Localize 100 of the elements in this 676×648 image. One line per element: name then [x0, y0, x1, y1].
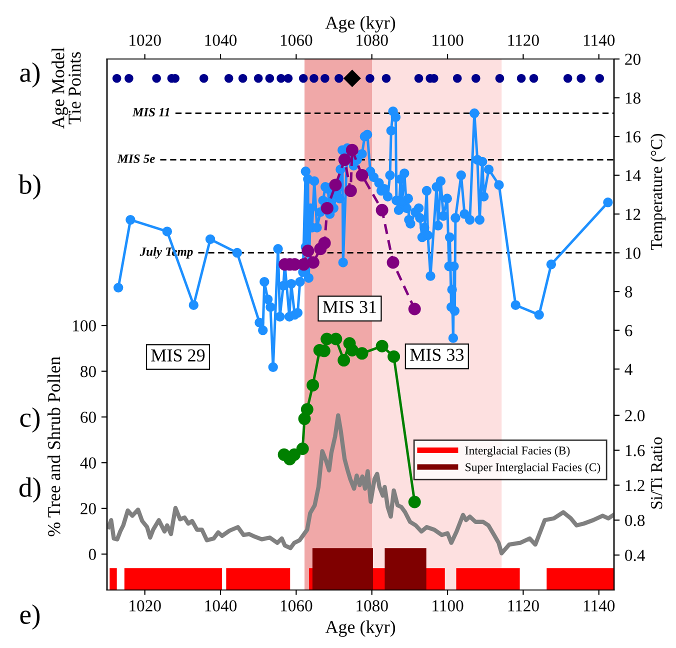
legend-label: Super Interglacial Facies (C): [466, 462, 600, 474]
y-tick-label: 60: [80, 412, 96, 423]
text: d): [19, 477, 40, 503]
y-axis-title: % Tree and Shrub Pollen: [48, 356, 60, 536]
point: [320, 202, 334, 214]
point: [310, 74, 318, 83]
point: [318, 236, 331, 250]
x2-tick-label: 1040: [205, 34, 237, 46]
x2-tick-label: 1100: [432, 34, 464, 46]
x-tick-label: 1120: [508, 600, 539, 612]
text: c): [20, 407, 40, 433]
y2-tick-label: 20: [625, 54, 640, 65]
x2-axis-title: Age (kyr): [325, 16, 396, 33]
point: [595, 74, 604, 83]
x2-tick-label: 1060: [280, 34, 312, 46]
point: [472, 74, 480, 83]
point: [414, 74, 424, 83]
legend-label: Interglacial Facies (B): [465, 446, 570, 457]
point: [356, 347, 368, 360]
y2-tick-label: 10: [626, 247, 640, 259]
point: [408, 302, 421, 316]
point: [152, 74, 161, 83]
y-tick-label: 20: [80, 503, 96, 514]
y2-tick-label: 14: [626, 170, 641, 182]
x2-tick-label: 1080: [356, 34, 388, 46]
point: [576, 74, 586, 83]
point: [376, 204, 388, 216]
point: [346, 144, 358, 156]
point: [296, 442, 309, 455]
x2-tick-label: 1020: [130, 34, 161, 46]
y-tick-label: 80: [80, 366, 96, 378]
x-tick-label: 1020: [130, 600, 161, 612]
point: [408, 496, 421, 508]
text: a): [20, 62, 40, 88]
ref-line-label: MIS 5e: [117, 154, 155, 163]
y2-tick-label: 4: [624, 364, 632, 375]
point: [329, 178, 342, 192]
point: [254, 74, 263, 83]
point: [343, 70, 361, 88]
band-label: MIS 31: [322, 300, 376, 314]
point: [346, 344, 358, 356]
point: [320, 74, 330, 83]
point: [452, 74, 462, 83]
y-tick-label: 100: [73, 320, 96, 332]
point: [376, 340, 388, 352]
y2-tick-label: 18: [626, 92, 640, 104]
point: [516, 74, 526, 83]
line-series: [107, 413, 614, 556]
point: [224, 74, 234, 83]
point: [298, 74, 308, 83]
point: [388, 350, 400, 363]
point: [288, 448, 301, 461]
y3-tick-label: 1.2: [626, 480, 644, 492]
point: [300, 403, 314, 416]
point: [112, 74, 122, 83]
band-label: MIS 33: [410, 348, 464, 361]
y3-tick-label: 0.8: [625, 514, 645, 526]
point: [529, 74, 538, 83]
y-tick-label: 40: [80, 457, 96, 469]
point: [306, 256, 320, 269]
point: [366, 74, 374, 83]
point: [386, 256, 400, 269]
point: [338, 154, 351, 166]
y2-tick-label: 8: [625, 286, 632, 298]
x-axis-title: Age (kyr): [325, 620, 396, 637]
point: [124, 74, 134, 83]
y3-tick-label: 0.4: [625, 550, 645, 562]
ref-line-label: MIS 11: [132, 108, 170, 116]
y2-tick-label: 12: [626, 208, 640, 220]
annotation: MIS 29: [151, 349, 205, 362]
point: [495, 74, 504, 83]
point: [302, 244, 314, 258]
y3-axis-title: Si/Ti Ratio: [651, 437, 662, 509]
y-tick-label: 0: [88, 548, 96, 560]
x-tick-label: 1060: [280, 600, 312, 612]
point: [344, 184, 357, 198]
y2-tick-label: 6: [625, 325, 632, 336]
point: [265, 74, 274, 83]
point: [334, 74, 344, 83]
x-tick-label: 1080: [356, 600, 388, 612]
x2-tick-label: 1120: [508, 34, 539, 46]
text: e): [20, 604, 40, 630]
x-tick-label: 1140: [584, 600, 615, 612]
text: b): [18, 174, 40, 200]
x-tick-label: 1100: [432, 600, 464, 612]
x-tick-label: 1040: [205, 600, 237, 612]
text: Age Model Tie Points: [52, 47, 81, 129]
point: [306, 378, 320, 392]
point: [356, 169, 368, 182]
point: [238, 74, 248, 83]
y3-tick-label: 1.6: [626, 445, 645, 456]
point: [330, 332, 342, 346]
x2-tick-label: 1140: [584, 34, 615, 46]
point: [199, 74, 208, 83]
point: [338, 354, 350, 367]
point: [284, 74, 293, 83]
point: [563, 74, 572, 83]
y2-axis-title: Temperature (°C): [650, 134, 666, 250]
point: [382, 74, 391, 83]
y3-tick-label: 2.0: [625, 410, 645, 422]
